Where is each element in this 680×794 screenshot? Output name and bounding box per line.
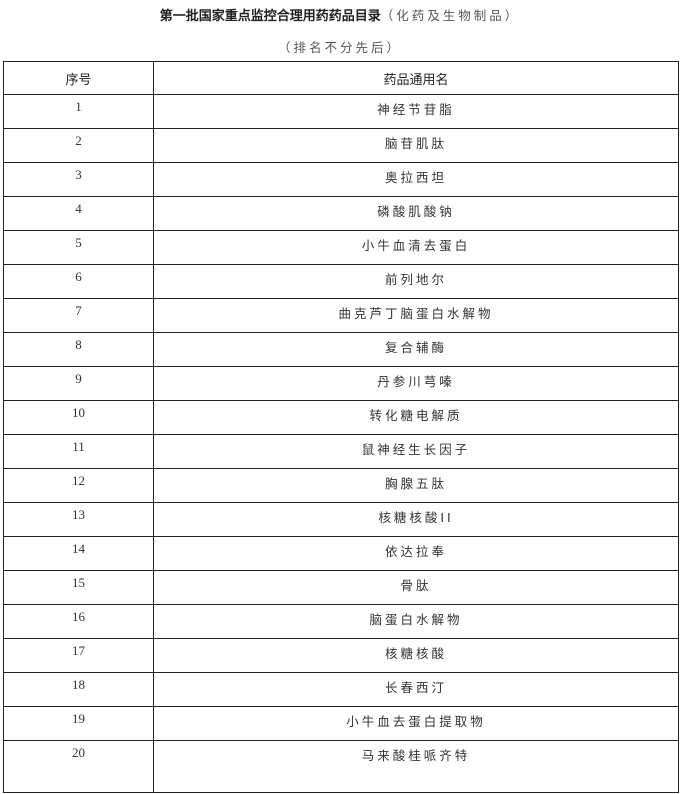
row-number: 8 [3, 332, 154, 367]
drug-name: 马来酸桂哌齐特 [153, 740, 679, 793]
row-number: 1 [3, 94, 154, 129]
table-row: 9 丹参川芎嗪 [3, 366, 679, 401]
drug-name: 骨肽 [153, 570, 679, 605]
row-number: 7 [3, 298, 154, 333]
table-row: 13 核糖核酸II [3, 502, 679, 537]
drug-list-table: 序号 药品通用名 1 神经节苷脂 2 脑苷肌肽 3 奥拉西坦 4 磷酸肌酸钠 5 小牛血清去蛋白 6… [3, 61, 679, 793]
table-row: 14 依达拉奉 [3, 536, 679, 571]
document-subtitle: （排名不分先后） [277, 40, 402, 55]
title-category: （化药及生物制品） [380, 8, 521, 23]
drug-name: 脑蛋白水解物 [153, 604, 679, 639]
drug-name: 核糖核酸II [153, 502, 679, 537]
table-row: 3 奥拉西坦 [3, 162, 679, 197]
table-row: 1 神经节苷脂 [3, 94, 679, 129]
drug-name: 胸腺五肽 [153, 468, 679, 503]
drug-name: 小牛血去蛋白提取物 [153, 706, 679, 741]
drug-name: 丹参川芎嗪 [153, 366, 679, 401]
table-row: 18 长春西汀 [3, 672, 679, 707]
row-number: 12 [3, 468, 154, 503]
drug-name: 神经节苷脂 [153, 94, 679, 129]
table-row: 7 曲克芦丁脑蛋白水解物 [3, 298, 679, 333]
drug-name: 转化糖电解质 [153, 400, 679, 435]
row-number: 4 [3, 196, 154, 231]
drug-name: 核糖核酸 [153, 638, 679, 673]
table-row: 17 核糖核酸 [3, 638, 679, 673]
drug-name: 小牛血清去蛋白 [153, 230, 679, 265]
drug-name: 依达拉奉 [153, 536, 679, 571]
table-row: 8 复合辅酶 [3, 332, 679, 367]
row-number: 5 [3, 230, 154, 265]
table-row: 20 马来酸桂哌齐特 [3, 740, 679, 793]
row-number: 11 [3, 434, 154, 469]
table-row: 12 胸腺五肽 [3, 468, 679, 503]
table-row: 19 小牛血去蛋白提取物 [3, 706, 679, 741]
title-main: 第一批国家重点监控合理用药药品目录 [159, 9, 381, 24]
row-number: 9 [3, 366, 154, 401]
row-number: 20 [3, 740, 154, 793]
row-number: 14 [3, 536, 154, 571]
drug-name: 前列地尔 [153, 264, 679, 299]
drug-name: 奥拉西坦 [153, 162, 679, 197]
drug-name: 曲克芦丁脑蛋白水解物 [153, 298, 679, 333]
drug-name: 磷酸肌酸钠 [153, 196, 679, 231]
row-number: 18 [3, 672, 154, 707]
table-row: 2 脑苷肌肽 [3, 128, 679, 163]
table-row: 15 骨肽 [3, 570, 679, 605]
table-row: 10 转化糖电解质 [3, 400, 679, 435]
row-number: 15 [3, 570, 154, 605]
document-title: 第一批国家重点监控合理用药药品目录（化药及生物制品） [0, 7, 680, 26]
drug-name: 脑苷肌肽 [153, 128, 679, 163]
row-number: 3 [3, 162, 154, 197]
row-number: 6 [3, 264, 154, 299]
header-drug-name: 药品通用名 [153, 61, 679, 95]
table-row: 5 小牛血清去蛋白 [3, 230, 679, 265]
header-number: 序号 [3, 61, 154, 95]
row-number: 13 [3, 502, 154, 537]
drug-name: 鼠神经生长因子 [153, 434, 679, 469]
row-number: 16 [3, 604, 154, 639]
row-number: 2 [3, 128, 154, 163]
drug-name: 长春西汀 [153, 672, 679, 707]
table-header-row: 序号 药品通用名 [3, 61, 679, 95]
table-row: 6 前列地尔 [3, 264, 679, 299]
table-row: 11 鼠神经生长因子 [3, 434, 679, 469]
drug-name: 复合辅酶 [153, 332, 679, 367]
table-row: 4 磷酸肌酸钠 [3, 196, 679, 231]
table-row: 16 脑蛋白水解物 [3, 604, 679, 639]
row-number: 19 [3, 706, 154, 741]
row-number: 17 [3, 638, 154, 673]
row-number: 10 [3, 400, 154, 435]
